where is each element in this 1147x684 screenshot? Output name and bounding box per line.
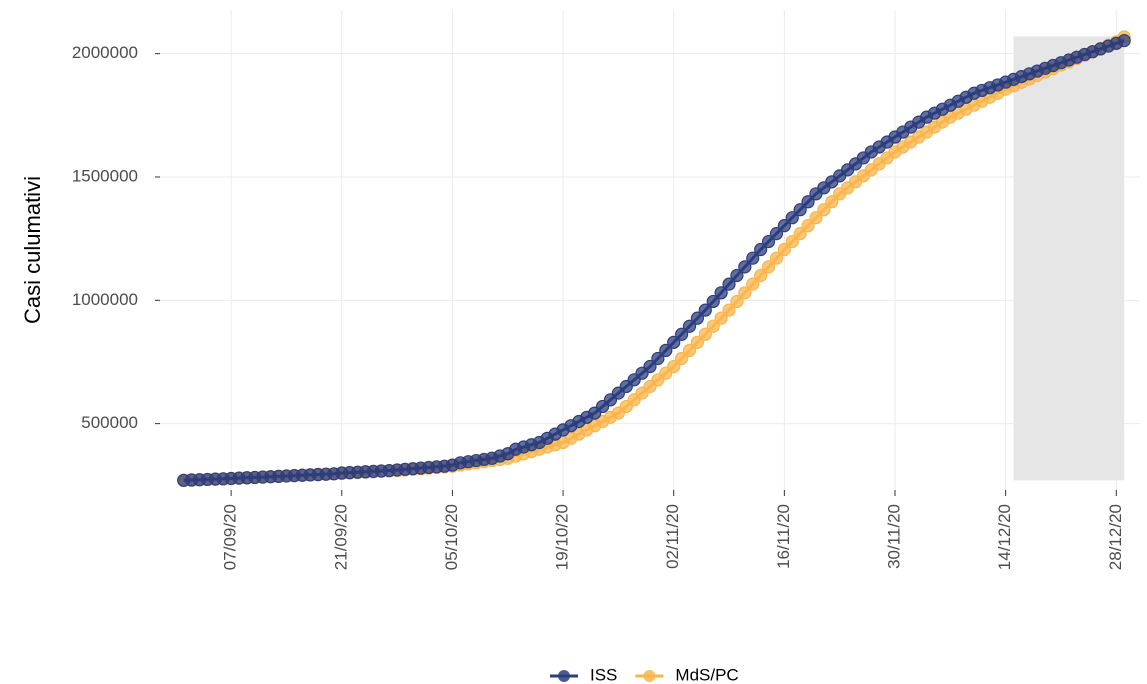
data-point <box>667 359 681 374</box>
x-tick-label: 14/12/20 <box>995 504 1014 570</box>
data-point <box>667 335 681 349</box>
data-point <box>785 234 799 249</box>
data-point <box>769 227 784 241</box>
legend-label: ISS <box>590 665 617 684</box>
x-tick-label: 19/10/20 <box>553 504 572 570</box>
series <box>177 33 1131 487</box>
data-point <box>793 227 807 241</box>
data-point <box>722 303 736 317</box>
data-point <box>730 268 744 283</box>
x-tick-label: 05/10/20 <box>442 504 461 570</box>
data-point <box>690 335 705 349</box>
data-point <box>690 311 705 325</box>
data-point <box>714 311 728 325</box>
data-point <box>769 251 784 265</box>
legend-key <box>558 670 570 682</box>
x-tick-label: 07/09/20 <box>221 504 240 570</box>
x-tick-label: 16/11/20 <box>774 504 793 569</box>
data-point <box>825 195 839 209</box>
data-point <box>698 303 712 317</box>
highlight-band <box>1013 36 1125 481</box>
data-point <box>738 260 752 274</box>
data-point <box>651 351 665 366</box>
y-tick-label: 1000000 <box>72 290 138 309</box>
data-point <box>730 294 744 309</box>
data-point <box>659 343 673 358</box>
x-tick-label: 30/11/20 <box>884 504 903 569</box>
data-point <box>706 294 720 309</box>
data-point <box>801 219 815 233</box>
data-point <box>706 319 720 333</box>
x-tick-label: 21/09/20 <box>331 504 350 570</box>
data-point <box>817 203 831 217</box>
data-point <box>714 286 728 300</box>
x-tick-label: 02/11/20 <box>663 504 682 569</box>
y-tick-label: 500000 <box>81 413 138 432</box>
data-point <box>777 219 791 233</box>
data-point <box>675 327 689 341</box>
data-point <box>761 234 776 249</box>
data-point <box>801 195 815 209</box>
data-point <box>761 260 776 274</box>
y-tick-label: 1500000 <box>72 166 138 185</box>
data-point <box>1117 33 1131 48</box>
data-point <box>643 359 657 374</box>
data-point <box>682 343 697 358</box>
data-point <box>809 211 823 225</box>
data-point <box>777 242 791 257</box>
data-point <box>675 351 689 366</box>
data-point <box>785 211 799 225</box>
y-tick-label: 2000000 <box>72 43 138 62</box>
data-point <box>754 242 768 257</box>
data-point <box>682 319 697 333</box>
data-point <box>722 277 736 291</box>
legend-label: MdS/PC <box>675 665 738 684</box>
y-axis-title: Casi culumativi <box>20 176 45 324</box>
legend-key <box>643 670 656 682</box>
x-tick-label: 28/12/20 <box>1106 504 1125 570</box>
data-point <box>738 286 752 300</box>
data-point <box>746 251 760 265</box>
data-point <box>754 268 768 283</box>
data-point <box>746 277 760 291</box>
data-point <box>698 327 712 341</box>
data-point <box>793 203 807 217</box>
series <box>177 30 1131 487</box>
